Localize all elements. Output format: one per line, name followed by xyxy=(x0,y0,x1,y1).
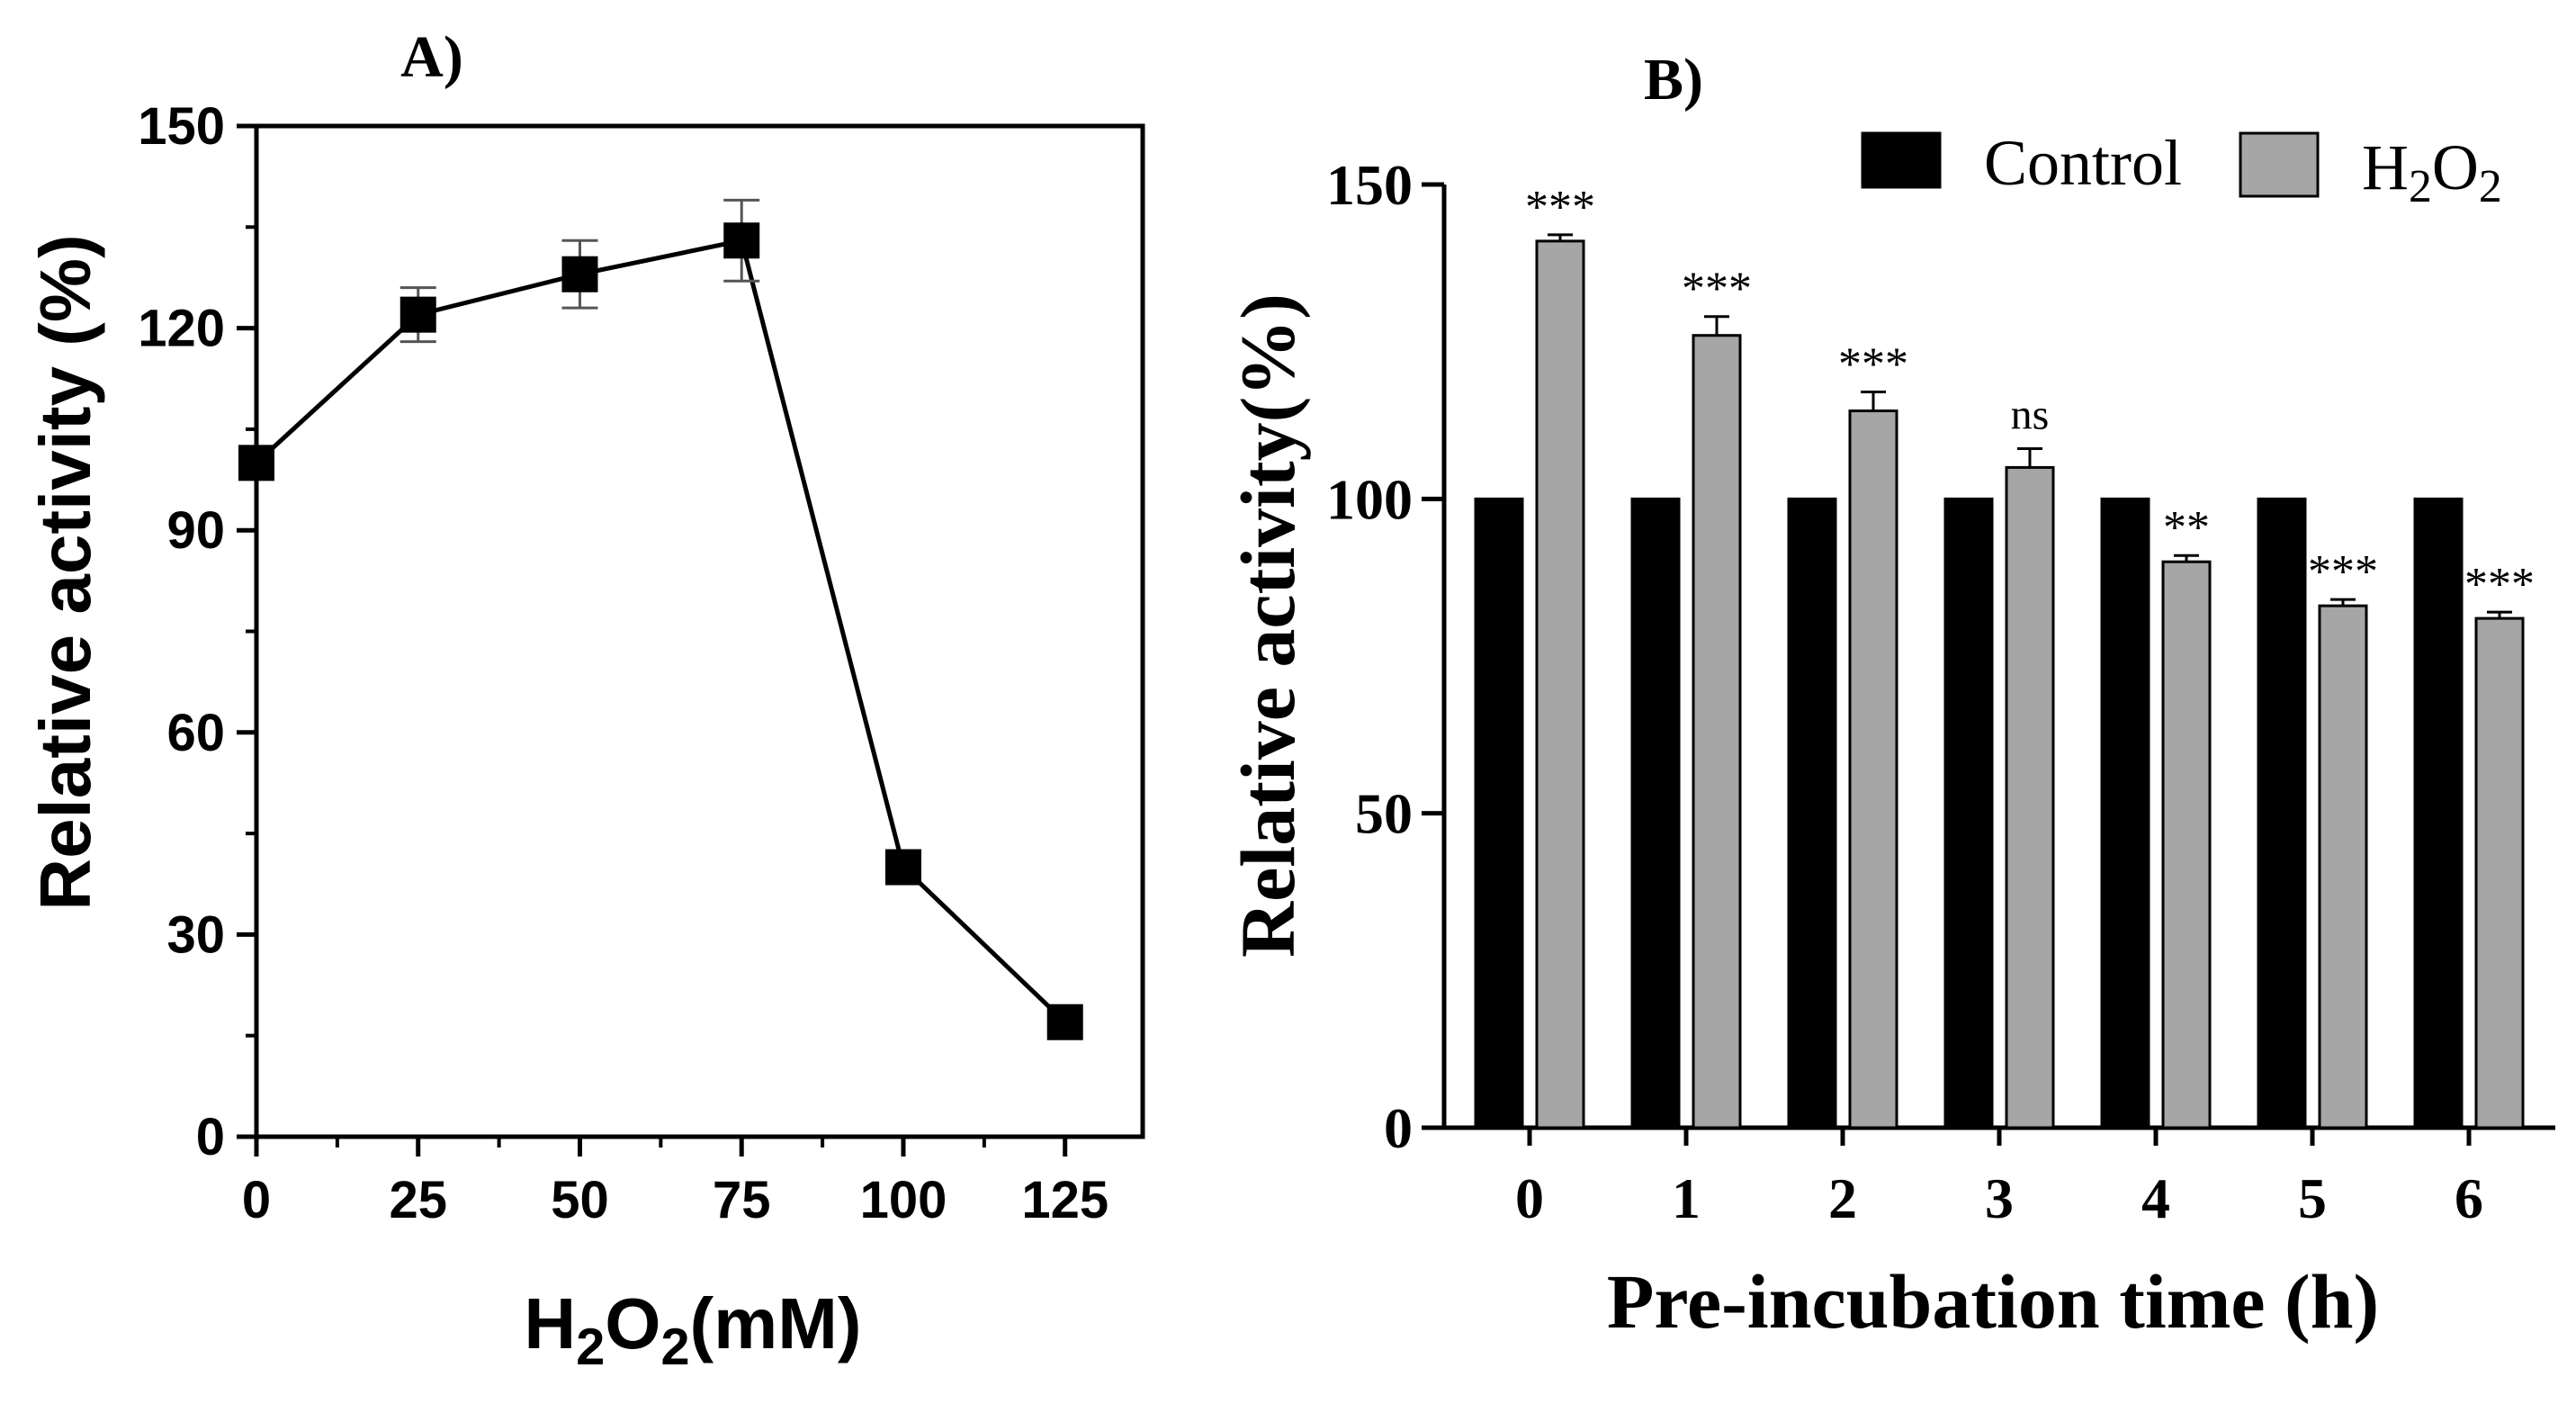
legend-label-control: Control xyxy=(1984,127,2182,199)
panel-b-y-tick-label: 100 xyxy=(1326,467,1413,531)
panel-a-x-tick-labels: 0 25 50 75 100 125 xyxy=(242,1171,1108,1229)
panel-a-x-tick-label: 100 xyxy=(860,1171,947,1229)
panel-b-bars xyxy=(1474,233,2525,1130)
bar-control xyxy=(1943,497,1994,1130)
panel-b-y-axis-title: Relative activity(%) xyxy=(1225,293,1311,958)
panel-a-x-axis-title: H2O2(mM) xyxy=(524,1283,861,1376)
panel-b-y-tick-label: 150 xyxy=(1326,153,1413,217)
panel-a-ticks xyxy=(237,123,1068,1156)
panel-b-x-tick-label: 5 xyxy=(2298,1166,2327,1230)
panel-a-label: A) xyxy=(400,24,463,90)
panel-a-y-tick-label: 0 xyxy=(196,1108,225,1166)
panel-a-axis-box xyxy=(254,123,1145,1139)
bar-control xyxy=(2100,497,2150,1130)
panel-a-y-tick-label: 90 xyxy=(166,501,225,560)
panel-b-significance-labels: *********ns***** *** xyxy=(1525,182,2535,610)
bar-control xyxy=(1787,497,1837,1130)
panel-a-x-tick-label: 0 xyxy=(242,1171,271,1229)
panel-a-x-tick-label: 125 xyxy=(1021,1171,1108,1229)
panel-b-x-tick-label: 2 xyxy=(1828,1166,1857,1230)
panel-a-data-point xyxy=(238,445,274,482)
panel-b-significance-label: ** xyxy=(2163,502,2210,554)
panel-a-y-tick-label: 120 xyxy=(138,300,225,358)
panel-a-y-tick-label: 150 xyxy=(138,97,225,156)
bar-control xyxy=(1630,497,1681,1130)
legend-label-h2o2: H2O2 xyxy=(2362,131,2502,212)
legend-swatch-h2o2 xyxy=(2239,131,2320,198)
panel-a-y-tick-labels: 0 30 60 90 120 150 xyxy=(138,97,225,1166)
panel-b-significance-label: *** xyxy=(1682,264,1752,315)
panel-a-data-point xyxy=(1046,1004,1083,1040)
panel-b-x-tick-label: 6 xyxy=(2455,1166,2483,1230)
panel-b-x-tick-label: 0 xyxy=(1515,1166,1544,1230)
panel-a-y-tick-label: 60 xyxy=(166,704,225,762)
panel-a-plot-frame xyxy=(254,123,1145,1139)
panel-b-significance-label: *** xyxy=(2464,559,2535,610)
panel-b-y-tick-label: 50 xyxy=(1355,782,1413,846)
bar-h2o2 xyxy=(1692,334,1742,1130)
panel-b-axes xyxy=(1422,182,2555,1146)
panel-b-label: B) xyxy=(1644,47,1703,112)
panel-a-y-tick-label: 30 xyxy=(166,905,225,964)
bar-h2o2 xyxy=(2161,560,2212,1130)
panel-b-legend: Control H2O2 xyxy=(1861,127,2502,212)
panel-a: A) 0 30 60 90 120 150 0 25 50 75 100 125 Relative … xyxy=(25,24,1145,1376)
panel-b-significance-label: *** xyxy=(1525,182,1595,233)
panel-a-x-tick-label: 75 xyxy=(713,1171,771,1229)
panel-b-significance-label: *** xyxy=(2308,546,2378,598)
bar-h2o2 xyxy=(1535,239,1585,1130)
panel-b-x-tick-label: 1 xyxy=(1672,1166,1701,1230)
panel-b-significance-label: *** xyxy=(1838,339,1908,391)
panel-b-x-tick-label: 4 xyxy=(2141,1166,2170,1230)
panel-a-data-point xyxy=(884,849,921,886)
bar-h2o2 xyxy=(2474,616,2525,1130)
bar-h2o2 xyxy=(2005,465,2055,1130)
panel-a-data-point xyxy=(399,296,436,333)
bar-h2o2 xyxy=(1848,410,1898,1130)
bar-control xyxy=(2413,497,2464,1130)
bar-control xyxy=(2257,497,2307,1130)
panel-a-data-point xyxy=(723,222,760,259)
panel-b-x-axis-title: Pre-incubation time (h) xyxy=(1607,1258,2379,1345)
bar-h2o2 xyxy=(2318,604,2368,1130)
panel-b-x-tick-label: 3 xyxy=(1985,1166,2014,1230)
panel-a-series xyxy=(238,198,1083,1040)
panel-b-y-tick-label: 0 xyxy=(1384,1096,1413,1160)
bar-control xyxy=(1474,497,1524,1130)
panel-b-y-tick-labels: 0 50 100 150 xyxy=(1326,153,1413,1160)
panel-a-x-tick-label: 25 xyxy=(389,1171,447,1229)
panel-a-y-axis-title: Relative activity (%) xyxy=(25,234,105,910)
panel-b-significance-label: ns xyxy=(2011,391,2050,438)
legend-swatch-control xyxy=(1861,131,1942,189)
panel-a-line xyxy=(255,238,1067,1024)
panel-b-x-tick-labels: 0 1 2 3 4 5 6 xyxy=(1515,1166,2483,1230)
panel-a-data-point xyxy=(561,256,598,292)
panel-a-x-tick-label: 50 xyxy=(551,1171,609,1229)
